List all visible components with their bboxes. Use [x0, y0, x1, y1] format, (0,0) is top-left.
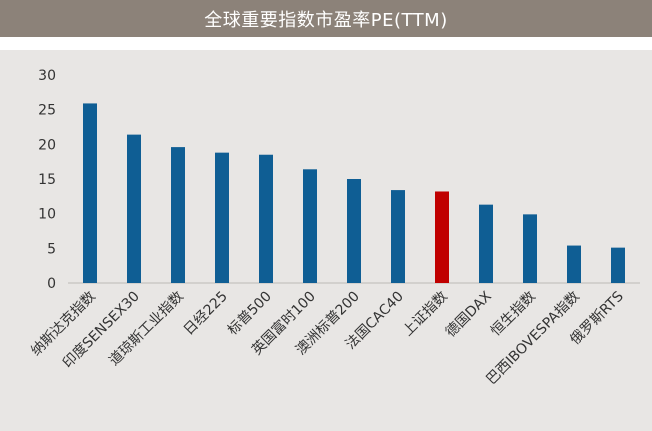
- x-tick-label: 印度SENSEX30: [60, 289, 143, 372]
- bar-8: [435, 191, 449, 283]
- y-tick-label: 15: [38, 172, 56, 188]
- bar-1: [127, 134, 141, 283]
- bar-12: [611, 247, 625, 283]
- chart-title: 全球重要指数市盈率PE(TTM): [204, 9, 448, 31]
- bar-9: [479, 204, 493, 283]
- bar-2: [171, 147, 185, 283]
- y-tick-label: 30: [38, 68, 56, 84]
- y-tick-label: 20: [38, 137, 56, 153]
- x-tick-label: 德国DAX: [443, 288, 495, 340]
- x-tick-label: 上证指数: [400, 289, 451, 340]
- bar-chart: 051015202530纳斯达克指数印度SENSEX30道琼斯工业指数日经225…: [28, 68, 640, 388]
- y-tick-label: 10: [38, 207, 56, 223]
- bar-7: [391, 190, 405, 283]
- y-tick-label: 5: [47, 241, 56, 257]
- y-tick-label: 25: [38, 103, 56, 119]
- y-tick-label: 0: [47, 276, 56, 292]
- title-bar: 全球重要指数市盈率PE(TTM): [0, 0, 652, 37]
- plot-area: 0 5 10 15 20 25 30 纳斯达克指数 印度SENSEX30 道琼斯工业指数 日经225…: [0, 50, 652, 431]
- x-tick-label: 日经225: [181, 289, 231, 339]
- bar-4: [259, 154, 273, 283]
- bar-3: [215, 152, 229, 283]
- bar-0: [83, 103, 97, 283]
- bar-5: [303, 169, 317, 283]
- bar-6: [347, 179, 361, 283]
- bar-11: [567, 245, 581, 283]
- bar-10: [523, 214, 537, 283]
